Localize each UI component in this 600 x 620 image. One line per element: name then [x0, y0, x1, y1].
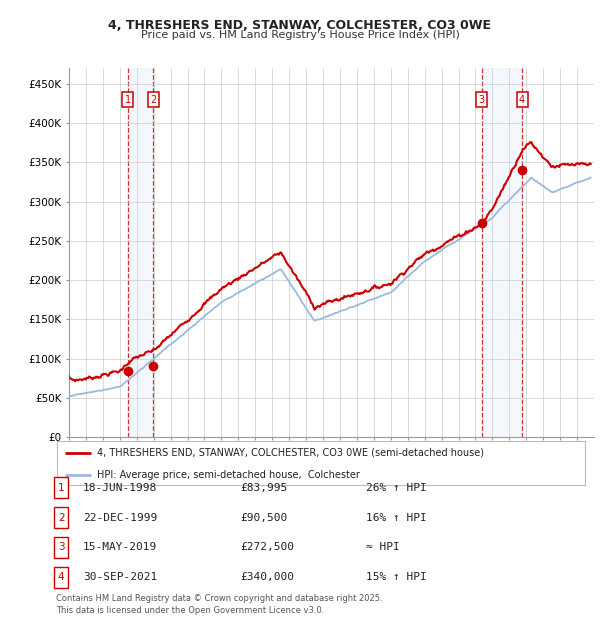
Text: ≈ HPI: ≈ HPI [366, 542, 400, 552]
Text: 30-SEP-2021: 30-SEP-2021 [83, 572, 157, 582]
Text: 15-MAY-2019: 15-MAY-2019 [83, 542, 157, 552]
Text: £83,995: £83,995 [240, 483, 287, 493]
Text: 4, THRESHERS END, STANWAY, COLCHESTER, CO3 0WE: 4, THRESHERS END, STANWAY, COLCHESTER, C… [109, 19, 491, 32]
Text: £272,500: £272,500 [240, 542, 294, 552]
Text: 4, THRESHERS END, STANWAY, COLCHESTER, CO3 0WE (semi-detached house): 4, THRESHERS END, STANWAY, COLCHESTER, C… [97, 448, 484, 458]
Text: 16% ↑ HPI: 16% ↑ HPI [366, 513, 427, 523]
Text: 22-DEC-1999: 22-DEC-1999 [83, 513, 157, 523]
Text: 4: 4 [58, 572, 65, 582]
Text: 26% ↑ HPI: 26% ↑ HPI [366, 483, 427, 493]
Text: 15% ↑ HPI: 15% ↑ HPI [366, 572, 427, 582]
Text: 2: 2 [150, 95, 156, 105]
Text: £90,500: £90,500 [240, 513, 287, 523]
Text: £340,000: £340,000 [240, 572, 294, 582]
Text: 3: 3 [479, 95, 485, 105]
Text: 18-JUN-1998: 18-JUN-1998 [83, 483, 157, 493]
Text: 4: 4 [519, 95, 525, 105]
Text: 1: 1 [125, 95, 131, 105]
Text: Price paid vs. HM Land Registry's House Price Index (HPI): Price paid vs. HM Land Registry's House … [140, 30, 460, 40]
Text: HPI: Average price, semi-detached house,  Colchester: HPI: Average price, semi-detached house,… [97, 471, 359, 480]
Text: 2: 2 [58, 513, 65, 523]
Text: 3: 3 [58, 542, 65, 552]
Text: Contains HM Land Registry data © Crown copyright and database right 2025.
This d: Contains HM Land Registry data © Crown c… [56, 594, 382, 615]
Text: 1: 1 [58, 483, 65, 493]
